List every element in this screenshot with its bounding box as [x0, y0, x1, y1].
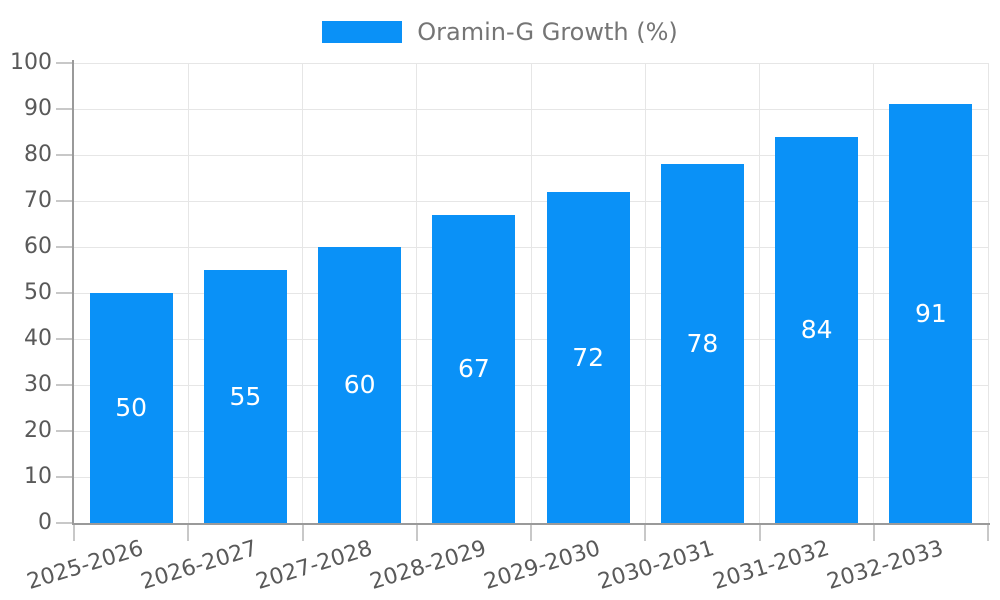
x-tick-mark: [73, 523, 75, 541]
y-tick-mark: [56, 246, 74, 248]
bar-value-label: 84: [800, 315, 833, 344]
x-tick-mark: [644, 523, 647, 541]
bar: 72: [546, 192, 630, 523]
y-tick-mark: [56, 200, 74, 202]
x-axis-tick-label: 2025-2026: [24, 536, 147, 595]
y-axis-tick-label: 70: [24, 188, 52, 213]
y-tick-mark: [56, 522, 74, 524]
x-tick-mark: [187, 523, 190, 541]
bar: 78: [660, 164, 744, 523]
gridline-vertical: [987, 63, 989, 523]
y-axis-tick-label: 60: [24, 234, 52, 259]
legend[interactable]: Oramin-G Growth (%): [0, 17, 1000, 47]
bar: 67: [432, 215, 516, 523]
y-tick-mark: [56, 430, 74, 432]
x-axis-tick-label: 2028-2029: [367, 536, 490, 595]
x-tick-mark: [415, 523, 418, 541]
x-axis-line: [72, 523, 990, 525]
x-tick-mark: [530, 523, 532, 541]
gridline-vertical: [530, 63, 532, 523]
bar: 91: [889, 104, 973, 523]
y-axis-tick-label: 40: [24, 326, 52, 351]
y-axis-tick-label: 90: [24, 96, 52, 121]
x-axis-tick-label: 2031-2032: [709, 536, 832, 595]
x-tick-mark: [987, 523, 989, 541]
y-tick-mark: [56, 384, 74, 386]
y-tick-mark: [56, 154, 74, 156]
y-axis-tick-label: 80: [24, 142, 52, 167]
bar-value-label: 50: [115, 393, 148, 422]
bar: 60: [318, 247, 402, 523]
y-tick-mark: [56, 62, 74, 64]
bar: 50: [89, 293, 173, 523]
legend-swatch-icon[interactable]: [322, 21, 403, 43]
y-axis-tick-label: 20: [24, 418, 52, 443]
y-tick-mark: [56, 338, 74, 340]
x-tick-mark: [872, 523, 875, 541]
y-tick-mark: [56, 292, 74, 294]
bar-value-label: 72: [572, 342, 605, 372]
bar-value-label: 91: [914, 298, 947, 328]
gridline-vertical: [873, 63, 875, 523]
y-tick-mark: [56, 108, 74, 110]
y-axis-tick-label: 0: [38, 510, 52, 535]
y-axis-tick-label: 50: [24, 280, 52, 305]
bar: 84: [775, 137, 859, 523]
gridline-vertical: [644, 63, 646, 523]
y-axis-tick-label: 10: [24, 464, 52, 489]
x-axis-tick-label: 2030-2031: [595, 536, 718, 595]
bar-value-label: 60: [343, 370, 376, 399]
bar-value-label: 78: [686, 328, 719, 358]
x-axis-tick-label: 2027-2028: [252, 536, 375, 595]
bar-value-label: 67: [457, 354, 490, 383]
bar: 55: [203, 270, 287, 523]
x-axis-tick-label: 2029-2030: [481, 536, 604, 595]
gridline-vertical: [759, 63, 760, 523]
bar-value-label: 55: [229, 381, 262, 411]
x-tick-mark: [301, 523, 304, 541]
x-axis-tick-label: 2032-2033: [824, 536, 947, 595]
y-axis-tick-label: 30: [24, 372, 52, 397]
gridline-vertical: [416, 63, 418, 523]
x-axis-tick-label: 2026-2027: [138, 536, 261, 595]
y-tick-mark: [56, 476, 74, 478]
y-axis-tick-label: 100: [10, 50, 52, 75]
gridline-vertical: [302, 63, 303, 523]
legend-label[interactable]: Oramin-G Growth (%): [417, 18, 678, 46]
gridline-vertical: [187, 63, 189, 523]
y-axis-line: [72, 60, 74, 523]
x-tick-mark: [758, 523, 761, 541]
